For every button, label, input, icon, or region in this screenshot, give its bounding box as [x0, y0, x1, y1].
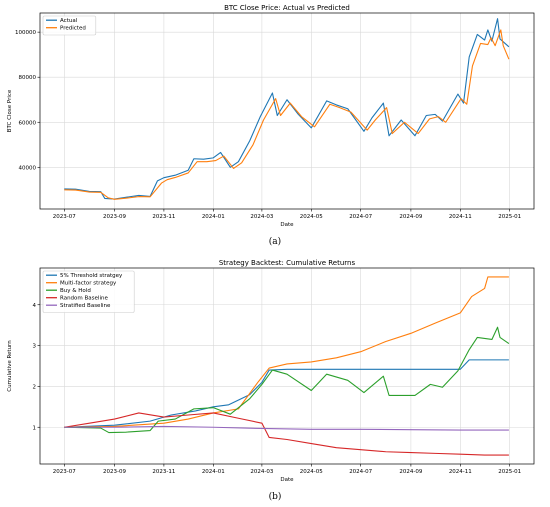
y-axis-label: Cumulative Return — [7, 340, 13, 392]
chart-title: BTC Close Price: Actual vs Predicted — [224, 4, 350, 12]
legend-entry: Multi-factor strategy — [60, 281, 117, 287]
x-tick-label: 2024-09 — [399, 469, 422, 475]
series-line-5-threshold-stratgey — [64, 359, 509, 428]
legend: 5% Threshold stratgey Multi-factor strate… — [42, 270, 135, 313]
x-tick-label: 2024-05 — [300, 469, 323, 475]
y-tick-label: 100000 — [15, 30, 36, 36]
caption-a: (a) — [269, 236, 281, 247]
x-tick-label: 2023-11 — [152, 469, 175, 475]
y-tick-label: 4 — [33, 303, 37, 309]
x-tick-label: 2023-09 — [103, 214, 126, 220]
x-tick-label: 2023-07 — [53, 469, 76, 475]
legend: Actual Predicted — [42, 15, 97, 36]
chart-title: Strategy Backtest: Cumulative Returns — [219, 259, 356, 267]
caption-b: (b) — [269, 491, 282, 502]
x-tick-label: 2024-01 — [202, 214, 225, 220]
legend-box — [42, 270, 135, 313]
x-tick-label: 2024-05 — [300, 214, 323, 220]
legend-entry: Stratified Baseline — [60, 303, 111, 309]
x-tick-label: 2024-09 — [399, 214, 422, 220]
x-tick-label: 2025-01 — [498, 469, 521, 475]
x-tick-label: 2024-07 — [349, 469, 372, 475]
x-tick-label: 2023-11 — [152, 214, 175, 220]
chart-price: BTC Close Price: Actual vs Predicted 2023… — [7, 4, 535, 228]
y-axis-label: BTC Close Price — [7, 89, 13, 132]
x-axis-label: Date — [280, 477, 294, 483]
y-tick-label: 3 — [33, 344, 37, 350]
x-tick-label: 2024-03 — [250, 214, 273, 220]
x-tick-label: 2024-03 — [250, 469, 273, 475]
chart-returns: Strategy Backtest: Cumulative Returns 202… — [7, 259, 535, 483]
legend-entry: Random Baseline — [60, 296, 108, 302]
y-tick-label: 60000 — [19, 120, 37, 126]
legend-entry: Actual — [60, 18, 78, 24]
y-tick-label: 1 — [33, 425, 37, 431]
x-tick-label: 2023-09 — [103, 469, 126, 475]
legend-entry: 5% Threshold stratgey — [60, 273, 123, 279]
series-line-actual — [64, 18, 510, 200]
legend-entry: Predicted — [60, 26, 86, 32]
series-line-predicted — [64, 29, 510, 200]
x-tick-label: 2024-11 — [449, 469, 472, 475]
x-tick-label: 2024-01 — [202, 469, 225, 475]
legend-entry: Buy & Hold — [60, 288, 91, 294]
x-tick-label: 2023-07 — [53, 214, 76, 220]
series-line-random-baseline — [64, 412, 509, 456]
series-line-stratified-baseline — [64, 425, 509, 431]
y-tick-label: 40000 — [19, 165, 37, 171]
plot-frame — [39, 12, 535, 210]
series-line-buy-hold — [64, 326, 510, 434]
series-line-multi-factor-strategy — [64, 276, 509, 428]
y-tick-label: 80000 — [19, 75, 37, 81]
y-tick-label: 2 — [33, 384, 37, 390]
plot-frame — [39, 267, 535, 465]
x-axis-label: Date — [280, 222, 294, 228]
x-tick-label: 2024-11 — [449, 214, 472, 220]
x-tick-label: 2025-01 — [498, 214, 521, 220]
x-tick-label: 2024-07 — [349, 214, 372, 220]
